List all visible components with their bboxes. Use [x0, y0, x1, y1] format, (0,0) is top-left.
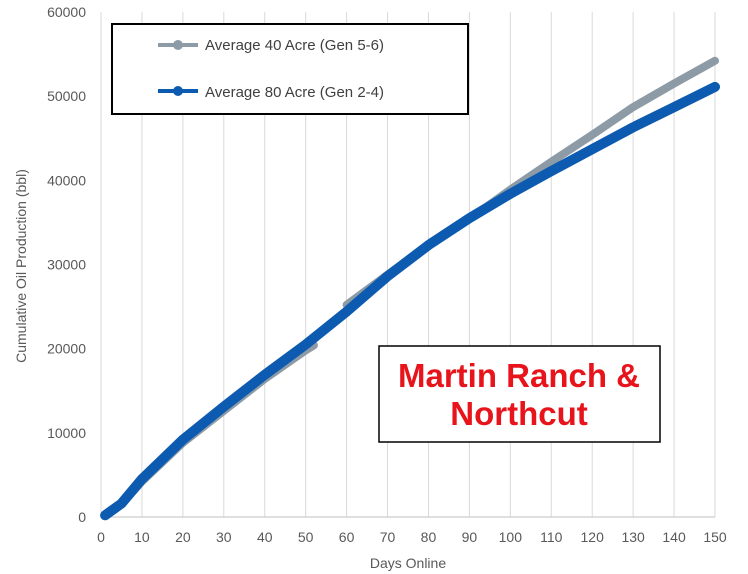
x-axis-title: Days Online	[370, 555, 446, 571]
x-tick-label: 20	[175, 529, 191, 545]
y-axis-title: Cumulative Oil Production (bbl)	[13, 169, 29, 363]
legend-marker-80-acre	[173, 86, 183, 96]
series-line-80-acre	[100, 81, 720, 521]
y-tick-label: 30000	[47, 257, 86, 273]
x-tick-label: 70	[380, 529, 396, 545]
x-tick-label: 150	[703, 529, 727, 545]
annotation-box: Martin Ranch & Northcut	[378, 345, 661, 443]
x-tick-label: 110	[540, 529, 563, 545]
annotation-frame	[378, 345, 661, 443]
x-tick-label: 60	[339, 529, 355, 545]
y-tick-label: 40000	[47, 172, 86, 188]
series-lines	[100, 56, 720, 521]
x-tick-label: 120	[581, 529, 605, 545]
x-tick-label: 80	[421, 529, 437, 545]
x-tick-label: 40	[257, 529, 273, 545]
y-axis-ticks: 0 10000 20000 30000 40000 50000 60000	[47, 4, 86, 525]
annotation-line-1: Martin Ranch &	[398, 357, 640, 394]
y-tick-label: 10000	[47, 425, 86, 441]
x-tick-label: 130	[621, 529, 645, 545]
y-tick-label: 60000	[47, 4, 86, 20]
x-axis-ticks: 0 10 20 30 40 50 60 70 80 90 100 110 120 130 140 150	[97, 529, 727, 545]
x-tick-label: 30	[216, 529, 232, 545]
x-tick-label: 10	[134, 529, 150, 545]
annotation-line-2: Northcut	[450, 395, 587, 432]
legend-marker-40-acre	[173, 40, 183, 50]
x-tick-label: 50	[298, 529, 314, 545]
x-tick-label: 90	[462, 529, 478, 545]
y-tick-label: 20000	[47, 341, 86, 357]
legend-box	[111, 23, 469, 115]
x-tick-label: 100	[499, 529, 523, 545]
x-tick-label: 0	[97, 529, 105, 545]
x-tick-label: 140	[662, 529, 686, 545]
legend: Average 40 Acre (Gen 5-6) Average 80 Acr…	[111, 23, 469, 115]
legend-label-80-acre: Average 80 Acre (Gen 2-4)	[205, 84, 384, 101]
legend-label-40-acre: Average 40 Acre (Gen 5-6)	[205, 37, 384, 54]
y-tick-label: 50000	[47, 88, 86, 104]
y-tick-label: 0	[78, 509, 86, 525]
